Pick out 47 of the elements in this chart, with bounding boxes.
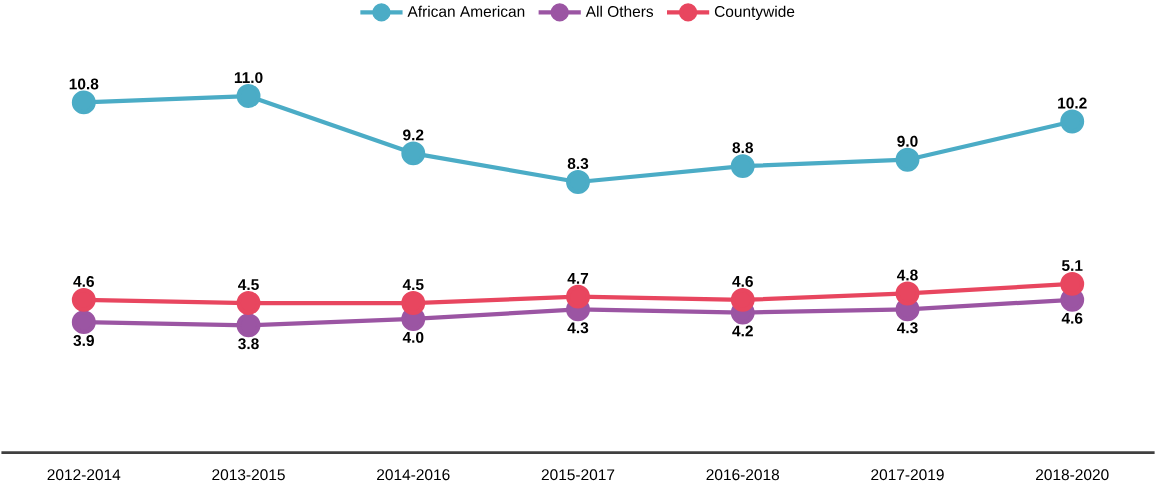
point (895, 281, 920, 306)
data-label: 4.8 (896, 269, 918, 281)
data-label: 4.6 (732, 275, 753, 287)
data-label: 9.0 (897, 135, 918, 147)
data-label: 4.6 (73, 275, 94, 287)
data-label: 10.2 (1058, 97, 1087, 109)
point (401, 290, 426, 315)
point (566, 169, 590, 194)
data-label: 8.8 (732, 142, 754, 153)
point (71, 310, 96, 334)
data-label: 9.2 (403, 129, 424, 141)
data-label: 4.2 (732, 325, 753, 337)
data-label: 4.3 (567, 322, 589, 334)
x-tick-label: 2018-2020 (1036, 469, 1109, 481)
data-label: 8.3 (567, 157, 589, 169)
data-label: 4.0 (402, 331, 424, 343)
point (71, 90, 96, 115)
x-tick-label: 2016-2018 (706, 469, 780, 481)
x-tick-label: 2014-2016 (377, 469, 450, 481)
x-tick-label: 2015-2017 (541, 469, 615, 481)
legend-label: African American (407, 5, 525, 17)
data-label: 5.1 (1061, 260, 1083, 271)
point (401, 141, 426, 166)
point (236, 290, 261, 315)
point (71, 287, 96, 312)
data-label: 10.8 (69, 78, 99, 90)
data-label: 3.8 (238, 338, 259, 350)
data-label: 3.9 (73, 334, 94, 346)
legend-label: All Others (585, 5, 654, 17)
data-label: 4.7 (567, 272, 589, 284)
data-label: 4.3 (896, 322, 918, 334)
point (1060, 271, 1085, 296)
data-label: 4.6 (1061, 312, 1083, 324)
data-label: 11.0 (234, 71, 263, 83)
legend-label: Countywide (714, 5, 795, 20)
point (1060, 109, 1085, 134)
x-tick-label: 2013-2015 (212, 469, 285, 481)
x-tick-label: 2017-2019 (871, 469, 944, 481)
data-label: 4.5 (402, 279, 424, 290)
point (236, 313, 261, 338)
point (895, 147, 920, 172)
point (730, 287, 755, 312)
x-tick-label: 2012-2014 (47, 469, 121, 481)
point (566, 284, 590, 309)
data-label: 4.5 (238, 279, 259, 290)
point (236, 83, 261, 108)
point (730, 153, 755, 178)
